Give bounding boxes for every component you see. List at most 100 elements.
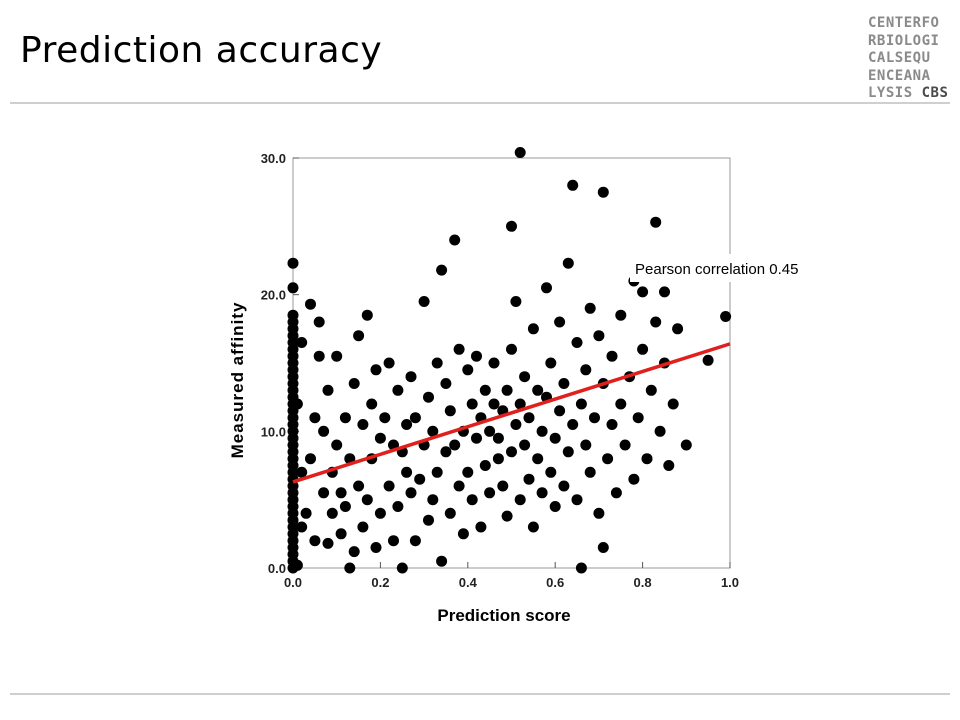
- data-point: [471, 432, 482, 444]
- data-point: [449, 234, 461, 246]
- data-point: [305, 453, 316, 465]
- y-axis-label: Measured affinity: [228, 302, 247, 459]
- data-point: [431, 466, 443, 478]
- data-point: [580, 364, 592, 376]
- data-point: [506, 446, 517, 458]
- data-point: [545, 466, 557, 478]
- data-point: [602, 453, 614, 465]
- data-point: [339, 412, 351, 424]
- data-point: [444, 405, 456, 417]
- data-point: [396, 562, 408, 574]
- data-point: [331, 439, 343, 451]
- data-points: [287, 147, 732, 574]
- data-point: [514, 398, 526, 410]
- data-point: [501, 384, 513, 396]
- data-point: [619, 439, 631, 451]
- data-point: [388, 535, 399, 547]
- data-point: [637, 343, 649, 355]
- data-point: [615, 398, 627, 410]
- data-point: [466, 398, 478, 410]
- data-point: [449, 439, 461, 451]
- data-point: [357, 521, 369, 533]
- data-point: [291, 398, 303, 410]
- data-point: [597, 186, 609, 198]
- x-axis-ticks: 0.0 0.2 0.4 0.6 0.8 1.0: [284, 562, 739, 590]
- data-point: [440, 378, 452, 389]
- data-point: [322, 384, 334, 396]
- data-point: [339, 501, 351, 512]
- data-point: [519, 439, 531, 451]
- data-point: [287, 282, 299, 294]
- data-point: [532, 384, 544, 396]
- data-point: [405, 371, 417, 383]
- data-point: [632, 412, 644, 424]
- data-point: [313, 316, 325, 328]
- data-point: [580, 439, 592, 451]
- data-point: [567, 419, 579, 430]
- data-point: [401, 419, 413, 430]
- data-point: [462, 466, 474, 478]
- data-point: [610, 487, 622, 499]
- data-point: [571, 494, 583, 506]
- trend-line: [292, 342, 731, 484]
- data-point: [567, 179, 579, 191]
- data-point: [558, 480, 570, 492]
- data-point: [659, 286, 670, 298]
- data-point: [510, 419, 522, 430]
- data-point: [492, 453, 504, 465]
- data-point: [654, 425, 666, 437]
- data-point: [405, 487, 417, 499]
- data-point: [484, 425, 496, 437]
- annotation-bg: [630, 254, 864, 282]
- data-point: [305, 298, 316, 310]
- data-point: [628, 473, 640, 485]
- data-point: [584, 302, 596, 314]
- data-point: [296, 521, 308, 533]
- data-point: [562, 257, 574, 269]
- top-divider: [10, 102, 950, 104]
- data-point: [519, 371, 531, 383]
- data-point: [318, 487, 330, 499]
- y-tick-label: 30.0: [261, 151, 286, 166]
- logo-cbs: CBS: [921, 85, 949, 101]
- data-point: [335, 487, 347, 499]
- data-point: [527, 521, 539, 533]
- data-point: [291, 559, 303, 571]
- cbs-logo: CENTERFO RBIOLOGI CALSEQU ENCEANA LYSIS …: [868, 15, 952, 103]
- bottom-divider: [10, 693, 950, 695]
- data-point: [506, 220, 517, 232]
- data-point: [514, 147, 526, 158]
- data-point: [641, 453, 653, 465]
- data-point: [453, 343, 465, 355]
- data-point: [357, 419, 369, 430]
- data-point: [597, 542, 609, 553]
- data-point: [383, 480, 395, 492]
- data-point: [374, 507, 386, 519]
- data-point: [423, 391, 434, 403]
- data-point: [427, 425, 439, 437]
- x-tick-label: 1.0: [721, 575, 739, 590]
- data-point: [379, 412, 391, 424]
- data-point: [488, 357, 500, 369]
- data-point: [353, 330, 365, 342]
- data-point: [593, 330, 605, 342]
- data-point: [510, 296, 522, 307]
- logo-line: ENCEANA: [868, 67, 931, 84]
- data-point: [554, 316, 566, 328]
- data-point: [593, 507, 605, 519]
- data-point: [720, 311, 732, 322]
- data-point: [606, 419, 618, 430]
- data-point: [492, 432, 504, 444]
- y-tick-label: 10.0: [261, 424, 286, 439]
- data-point: [344, 562, 356, 574]
- x-tick-label: 0.8: [634, 575, 652, 590]
- y-tick-label: 0.0: [268, 561, 286, 576]
- data-point: [536, 487, 548, 499]
- data-point: [479, 460, 491, 471]
- data-point: [418, 296, 430, 307]
- data-point: [318, 425, 330, 437]
- x-tick-label: 0.4: [459, 575, 478, 590]
- data-point: [606, 350, 618, 362]
- data-point: [453, 480, 465, 492]
- data-point: [423, 514, 434, 526]
